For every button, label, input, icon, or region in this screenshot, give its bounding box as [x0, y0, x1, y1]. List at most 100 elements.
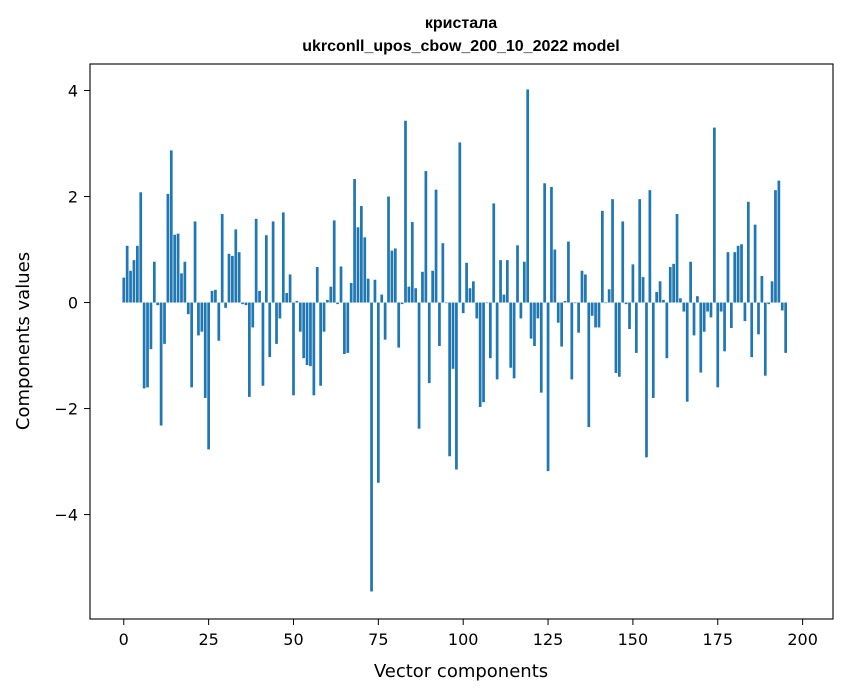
bar-185: [750, 302, 754, 358]
bar-35: [241, 302, 244, 305]
bar-80: [393, 248, 397, 303]
bar-76: [380, 294, 384, 303]
bar-177: [723, 302, 726, 352]
bar-140: [597, 302, 601, 328]
bar-188: [760, 276, 764, 303]
bar-21: [193, 221, 197, 303]
bar-115: [512, 302, 516, 379]
bar-121: [533, 302, 536, 347]
bar-6: [142, 302, 146, 389]
bar-170: [699, 302, 703, 373]
bar-3: [132, 260, 136, 303]
bar-124: [543, 183, 547, 303]
bar-75: [376, 302, 380, 483]
bar-0: [122, 277, 126, 303]
bar-47: [281, 212, 285, 303]
bar-90: [427, 302, 431, 384]
bar-107: [485, 302, 489, 304]
bar-126: [550, 186, 553, 303]
bar-173: [709, 302, 713, 318]
bar-81: [397, 302, 401, 348]
bar-154: [645, 302, 648, 458]
bar-27: [214, 289, 217, 303]
bar-39: [254, 218, 258, 303]
bar-113: [505, 260, 509, 303]
bar-146: [617, 302, 621, 377]
bar-14: [169, 150, 173, 303]
bar-186: [753, 224, 757, 303]
bar-56: [312, 302, 316, 396]
chart-subtitle: ukrconll_upos_cbow_200_10_2022 model: [302, 38, 619, 55]
bar-110: [495, 302, 499, 380]
bar-33: [234, 229, 238, 303]
bar-175: [716, 302, 720, 388]
bar-93: [438, 302, 441, 347]
bar-48: [285, 293, 289, 303]
bar-55: [309, 302, 312, 367]
bar-49: [288, 274, 292, 303]
y-tick-label: 0: [68, 294, 78, 313]
bar-10: [156, 302, 160, 306]
bar-7: [146, 302, 149, 388]
bar-83: [404, 120, 407, 303]
bar-184: [746, 201, 750, 303]
x-tick-label: 200: [787, 630, 818, 649]
bar-89: [424, 171, 428, 303]
bar-151: [634, 302, 638, 353]
bar-163: [675, 214, 679, 303]
bar-54: [305, 302, 309, 366]
bars-group: [122, 89, 788, 592]
bar-34: [237, 252, 241, 303]
bar-162: [672, 263, 675, 303]
bar-171: [702, 302, 706, 332]
bar-45: [275, 302, 278, 344]
bar-25: [207, 302, 210, 450]
bar-77: [383, 302, 387, 340]
bar-166: [685, 302, 689, 402]
bar-103: [472, 281, 475, 303]
bar-180: [733, 252, 737, 303]
bar-38: [251, 302, 255, 328]
y-tick-label: −2: [54, 400, 78, 419]
bar-87: [417, 302, 421, 429]
bar-169: [696, 296, 699, 303]
x-tick-label: 125: [533, 630, 564, 649]
bar-12: [163, 302, 166, 344]
bar-66: [346, 302, 350, 353]
bar-46: [278, 302, 282, 319]
plot-frame: [89, 63, 834, 620]
bar-13: [166, 193, 170, 303]
bar-195: [784, 302, 788, 353]
bar-118: [522, 261, 526, 303]
bar-74: [373, 279, 377, 303]
bar-4: [135, 245, 139, 303]
bar-68: [353, 179, 356, 303]
bar-190: [767, 302, 771, 305]
bar-71: [363, 237, 367, 303]
bar-168: [692, 302, 696, 336]
bar-63: [336, 302, 339, 305]
bar-178: [726, 252, 730, 303]
bar-11: [159, 302, 163, 426]
bar-41: [261, 302, 265, 386]
bar-86: [414, 288, 418, 303]
bar-17: [180, 273, 183, 303]
bar-50: [292, 302, 295, 396]
bar-78: [387, 196, 390, 303]
bar-174: [713, 127, 716, 303]
x-axis-label: Vector components: [374, 661, 548, 682]
bar-59: [322, 302, 326, 332]
bar-122: [536, 302, 540, 319]
bar-8: [149, 302, 153, 350]
bar-114: [509, 302, 513, 368]
bar-82: [400, 302, 404, 305]
bar-69: [356, 227, 360, 303]
bar-156: [651, 302, 655, 398]
bar-96: [448, 302, 451, 457]
bar-117: [519, 302, 523, 319]
bar-130: [563, 300, 567, 303]
bar-84: [407, 286, 411, 303]
bar-15: [173, 234, 177, 303]
bar-112: [502, 294, 506, 303]
